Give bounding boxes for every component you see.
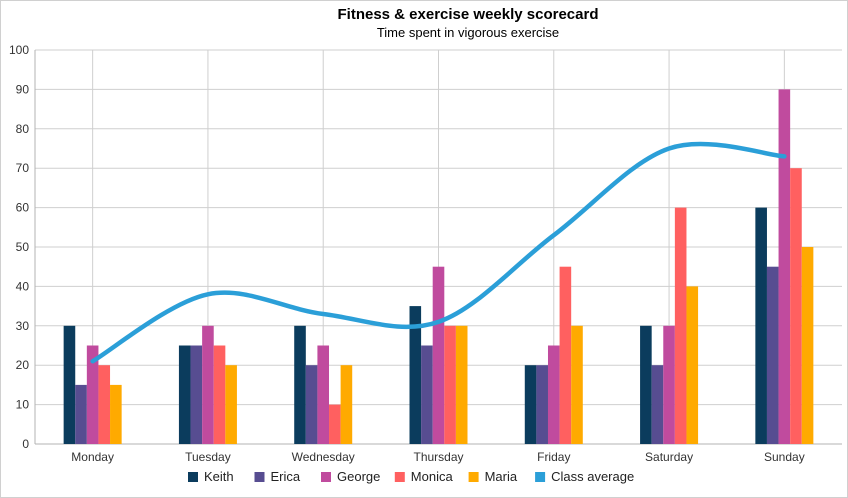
bar-erica xyxy=(421,345,433,444)
y-tick-label: 80 xyxy=(16,122,30,136)
x-tick-label: Thursday xyxy=(413,450,463,464)
bar-monica xyxy=(213,345,226,444)
legend-swatch xyxy=(394,472,405,482)
bar-keith xyxy=(409,306,422,444)
y-tick-label: 90 xyxy=(16,82,30,96)
legend-swatch xyxy=(254,472,265,482)
bar-george xyxy=(663,325,675,444)
y-tick-label: 0 xyxy=(22,437,29,451)
bar-maria xyxy=(110,384,122,444)
x-tick-label: Sunday xyxy=(764,450,805,464)
legend-swatch xyxy=(468,472,479,482)
x-tick-label: Tuesday xyxy=(185,450,231,464)
x-axis: Monday Tuesday Wednesday Thursday Friday Satu… xyxy=(71,450,804,464)
legend-swatch xyxy=(188,472,198,482)
legend-label: Erica xyxy=(271,469,301,484)
y-tick-label: 70 xyxy=(16,161,30,175)
bar-george xyxy=(432,266,445,444)
bar-monica xyxy=(329,404,341,444)
bar-monica xyxy=(559,266,572,444)
legend-label: Maria xyxy=(485,469,518,484)
chart-subtitle: Time spent in vigorous exercise xyxy=(377,25,559,40)
bar-george xyxy=(202,325,214,444)
x-tick-label: Saturday xyxy=(645,450,693,464)
legend-label: Class average xyxy=(551,469,634,484)
y-tick-label: 10 xyxy=(16,398,30,412)
line-series xyxy=(90,141,787,364)
bar-george xyxy=(547,345,560,444)
bar-erica xyxy=(75,384,87,444)
legend: Keith Erica George Monica Maria Class average xyxy=(188,469,634,484)
bar-monica xyxy=(790,168,802,444)
bar-monica xyxy=(674,207,687,444)
y-tick-label: 30 xyxy=(16,319,30,333)
bar-keith xyxy=(63,325,76,444)
bar-erica xyxy=(305,365,318,444)
legend-swatch xyxy=(321,472,331,482)
bar-maria xyxy=(455,325,468,444)
bar-george xyxy=(86,345,99,444)
x-tick-label: Friday xyxy=(537,450,570,464)
bar-maria xyxy=(686,286,699,444)
bar-maria xyxy=(571,325,583,444)
bar-erica xyxy=(766,266,779,444)
legend-label: Keith xyxy=(204,469,234,484)
bar-monica xyxy=(444,325,456,444)
chart-title: Fitness & exercise weekly scorecard xyxy=(338,6,599,23)
legend-swatch xyxy=(535,472,546,482)
y-tick-label: 60 xyxy=(16,201,30,215)
bar-maria xyxy=(340,365,353,444)
bar-keith xyxy=(524,365,537,444)
gridlines xyxy=(34,49,842,445)
bar-keith xyxy=(640,325,652,444)
legend-label: George xyxy=(337,469,380,484)
bar-erica xyxy=(536,365,548,444)
y-tick-label: 20 xyxy=(16,358,30,372)
x-tick-label: Wednesday xyxy=(292,450,355,464)
bar-monica xyxy=(98,365,111,444)
y-tick-label: 40 xyxy=(16,279,30,293)
bar-keith xyxy=(755,207,767,444)
bar-maria xyxy=(801,247,814,444)
x-tick-label: Monday xyxy=(71,450,114,464)
y-axis: 0 10 20 30 40 50 60 70 80 90 100 xyxy=(9,43,29,451)
bar-erica xyxy=(190,345,203,444)
bar-george xyxy=(317,345,330,444)
bar-keith xyxy=(294,325,306,444)
line-class-average xyxy=(90,141,787,364)
y-tick-label: 100 xyxy=(9,43,29,57)
bar-keith xyxy=(178,345,191,444)
legend-label: Monica xyxy=(411,469,454,484)
bar-series xyxy=(63,89,814,445)
bar-george xyxy=(778,89,791,445)
y-tick-label: 50 xyxy=(16,240,30,254)
bar-erica xyxy=(651,365,664,444)
bar-maria xyxy=(225,365,237,444)
